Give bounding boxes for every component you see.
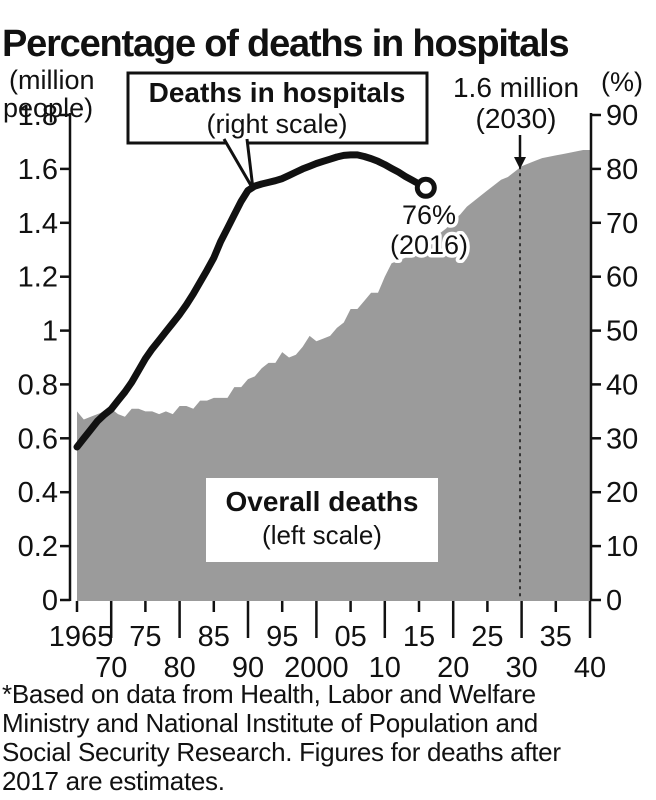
x-axis-label: 25 bbox=[471, 621, 503, 653]
hospital-callout-box bbox=[126, 71, 429, 145]
overall-label-title: Overall deaths bbox=[226, 486, 419, 517]
x-axis-label: 05 bbox=[334, 621, 366, 653]
right-axis-tick-label: 80 bbox=[606, 154, 638, 186]
x-axis-label: 75 bbox=[129, 621, 161, 653]
right-axis-ticks: 90 80 70 60 50 40 30 20 10 0 bbox=[591, 100, 638, 617]
x-axis-label: 35 bbox=[540, 621, 572, 653]
x-axis-label: 10 bbox=[369, 652, 401, 684]
left-axis-tick-label: 0 bbox=[42, 585, 58, 617]
annotation-2016-value: 76% bbox=[402, 200, 456, 230]
right-axis-tick-label: 60 bbox=[606, 262, 638, 294]
x-axis-label: 30 bbox=[505, 652, 537, 684]
right-axis-unit: (%) bbox=[601, 67, 643, 97]
right-axis-tick-label: 70 bbox=[606, 208, 638, 240]
x-axis-label: 40 bbox=[574, 652, 606, 684]
x-axis-ticks: 1965 75 85 95 05 15 25 35 70 80 90 2000 10 20 30 40 bbox=[49, 601, 606, 684]
left-axis-tick-label: 1 bbox=[42, 316, 58, 348]
left-axis-tick-label: 0.6 bbox=[18, 423, 58, 455]
right-axis-tick-label: 0 bbox=[606, 585, 622, 617]
chart-title: Percentage of deaths in hospitals bbox=[2, 23, 570, 66]
right-axis-tick-label: 30 bbox=[606, 423, 638, 455]
left-axis-unit-line2: people) bbox=[3, 93, 93, 123]
x-axis-label: 85 bbox=[198, 621, 230, 653]
x-axis-label: 2000 bbox=[284, 652, 349, 684]
left-axis-tick-label: 1.4 bbox=[18, 208, 58, 240]
left-axis-tick-label: 0.8 bbox=[18, 369, 58, 401]
right-axis-tick-label: 40 bbox=[606, 369, 638, 401]
annotation-2030-year: (2030) bbox=[476, 103, 557, 134]
left-axis-tick-label: 0.2 bbox=[18, 531, 58, 563]
annotation-2016-year: (2016) bbox=[390, 230, 468, 260]
right-axis-tick-label: 20 bbox=[606, 477, 638, 509]
right-axis-tick-label: 50 bbox=[606, 316, 638, 348]
x-axis-label: 80 bbox=[163, 652, 195, 684]
overall-label-box bbox=[206, 478, 438, 562]
right-axis-tick-label: 90 bbox=[606, 100, 638, 132]
annotation-2030-arrow-head bbox=[514, 157, 526, 169]
left-axis-tick-label: 1.6 bbox=[18, 154, 58, 186]
hospital-callout-subtitle: (right scale) bbox=[206, 109, 347, 139]
x-axis-label: 1965 bbox=[49, 621, 114, 653]
hospital-callout-title: Deaths in hospitals bbox=[149, 77, 406, 108]
right-axis-tick-label: 10 bbox=[606, 531, 638, 563]
left-axis-tick-label: 1.8 bbox=[18, 100, 58, 132]
x-axis-label: 90 bbox=[232, 652, 264, 684]
annotation-2030-value: 1.6 million bbox=[453, 72, 579, 103]
source-footnote: *Based on data from Health, Labor and We… bbox=[2, 679, 561, 796]
x-axis-label: 15 bbox=[403, 621, 435, 653]
left-axis-tick-label: 1.2 bbox=[18, 262, 58, 294]
x-axis-label: 70 bbox=[95, 652, 127, 684]
overall-label-subtitle: (left scale) bbox=[262, 520, 382, 550]
left-axis-tick-label: 0.4 bbox=[18, 477, 58, 509]
x-axis-label: 95 bbox=[266, 621, 298, 653]
overall-deaths-area bbox=[77, 150, 590, 601]
x-axis-label: 20 bbox=[437, 652, 469, 684]
line-end-marker bbox=[414, 176, 437, 199]
left-axis-ticks: 1.8 1.6 1.4 1.2 1 0.8 0.6 0.4 0.2 0 bbox=[18, 100, 70, 617]
hospital-callout-tail-outline bbox=[222, 138, 255, 190]
left-axis-unit-line1: (million bbox=[9, 65, 95, 95]
